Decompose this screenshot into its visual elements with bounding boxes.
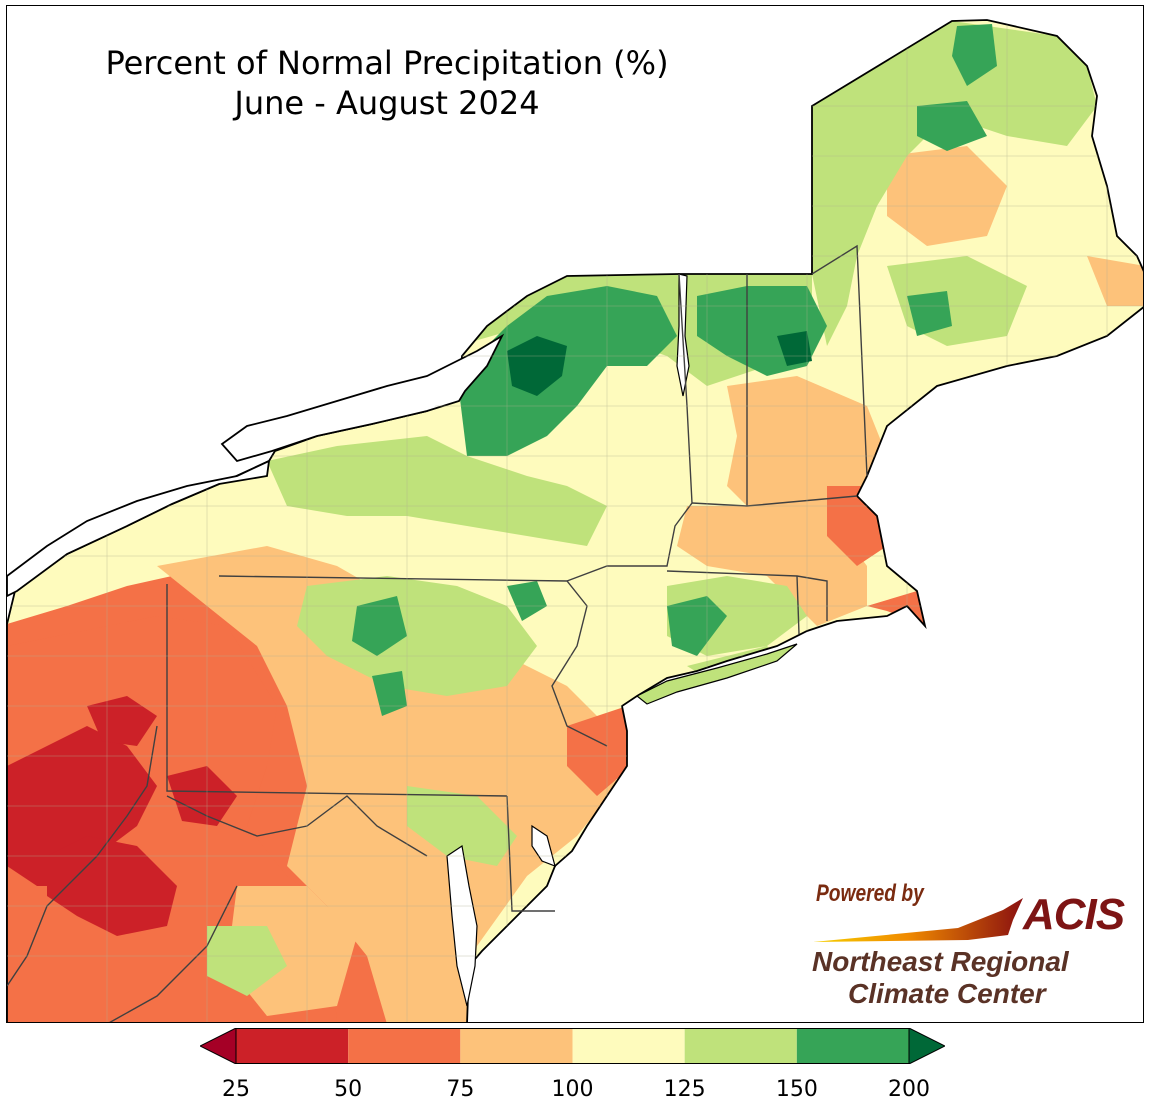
legend-tick-label: 25 xyxy=(222,1077,250,1102)
acis-logo: Powered by ACIS Northeast Regional Clima… xyxy=(808,880,1128,1010)
acis-swoosh xyxy=(813,898,1023,942)
legend-bin-50-75 xyxy=(348,1028,461,1064)
acis-text: ACIS xyxy=(1023,890,1125,939)
legend-tick-label: 200 xyxy=(888,1077,930,1102)
map-title: Percent of Normal Precipitation (%) xyxy=(105,44,669,82)
legend-over-arrow xyxy=(908,1028,945,1064)
legend-tick-label: 100 xyxy=(551,1077,594,1102)
legend-bin-150-200 xyxy=(796,1028,909,1064)
map-frame: Percent of Normal Precipitation (%) June… xyxy=(6,5,1144,1023)
org-name-line1: Northeast Regional xyxy=(812,946,1069,977)
chesapeake-bay xyxy=(446,844,478,1007)
precip-field xyxy=(7,20,1143,1022)
legend-border xyxy=(235,1028,910,1064)
legend-under-arrow xyxy=(200,1028,237,1064)
precipitation-map xyxy=(7,19,1143,1022)
legend-tick-label: 150 xyxy=(775,1077,818,1102)
legend-bin-100-125 xyxy=(572,1028,685,1064)
powered-by-text: Powered by xyxy=(816,880,924,907)
long-island xyxy=(635,643,798,705)
org-name-line2: Climate Center xyxy=(848,978,1046,1009)
lake-ontario xyxy=(220,333,505,463)
legend-bin-125-150 xyxy=(684,1028,797,1064)
legend-bin-25-50 xyxy=(236,1028,349,1064)
legend-colorbar xyxy=(200,1028,945,1064)
legend-tick-label: 75 xyxy=(446,1077,475,1102)
legend-tick-label: 125 xyxy=(663,1077,706,1102)
state-borders xyxy=(7,244,868,1022)
legend-bin-75-100 xyxy=(460,1028,573,1064)
map-subtitle: June - August 2024 xyxy=(234,84,540,122)
legend-tick-label: 50 xyxy=(334,1077,363,1102)
lake-erie xyxy=(7,459,271,598)
